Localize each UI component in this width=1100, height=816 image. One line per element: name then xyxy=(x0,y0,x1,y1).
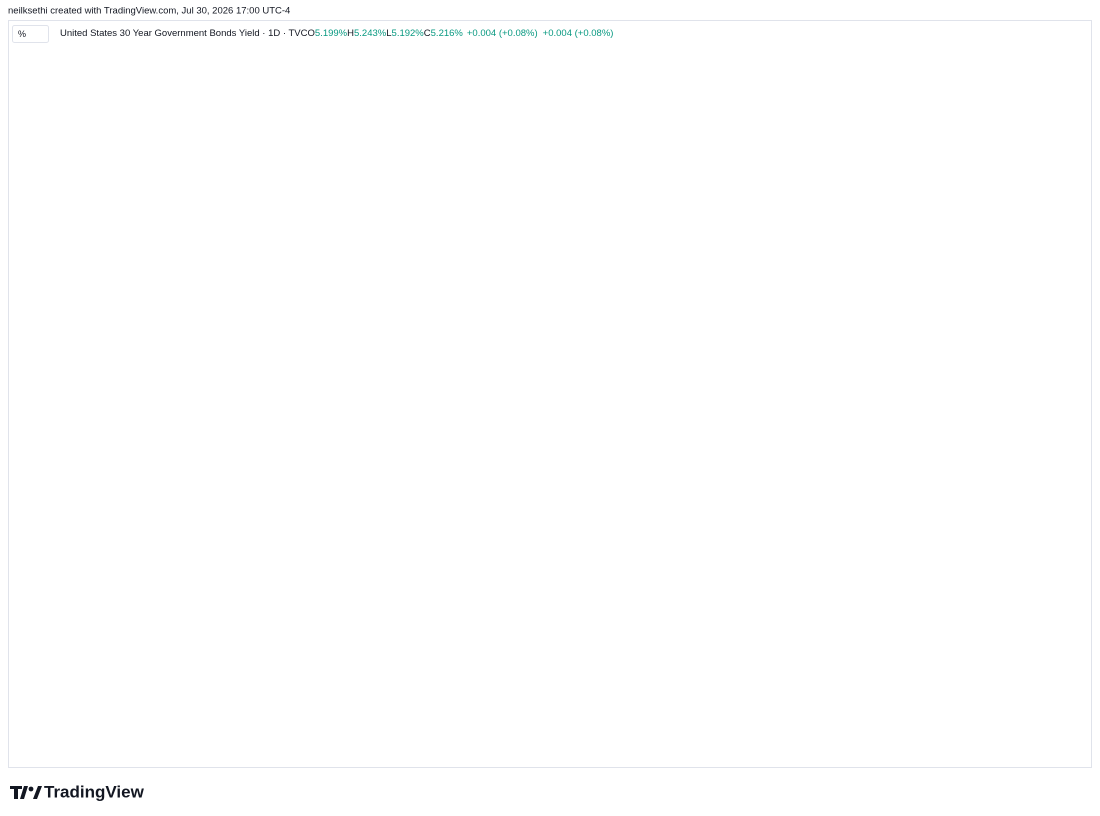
logo-icon xyxy=(33,786,42,799)
chart-frame xyxy=(8,20,1092,768)
legend-value: 5.192% xyxy=(392,28,425,39)
legend-key: C xyxy=(424,28,431,39)
legend-value: 5.243% xyxy=(354,28,387,39)
legend-key: O xyxy=(308,28,315,39)
legend-value: 5.199% xyxy=(315,28,348,39)
legend-key: H xyxy=(347,28,354,39)
legend-line: United States 30 Year Government Bonds Y… xyxy=(60,28,613,39)
brand-logo: TradingView xyxy=(10,782,145,801)
unit-button[interactable] xyxy=(12,25,49,43)
legend-title: United States 30 Year Government Bonds Y… xyxy=(60,28,308,39)
header: neilksethi created with TradingView.com,… xyxy=(8,6,290,17)
legend-value: 5.216% xyxy=(431,28,464,39)
logo-icon xyxy=(10,786,28,799)
unit-button-label[interactable]: % xyxy=(18,29,26,39)
legend-change: +0.004 (+0.08%) xyxy=(467,28,538,39)
brand: TradingView xyxy=(44,782,145,801)
legend-key: L xyxy=(386,28,391,39)
legend-change-extended: +0.004 (+0.08%) xyxy=(543,28,614,39)
logo-dot xyxy=(28,786,34,792)
legend: United States 30 Year Government Bonds Y… xyxy=(60,28,613,39)
